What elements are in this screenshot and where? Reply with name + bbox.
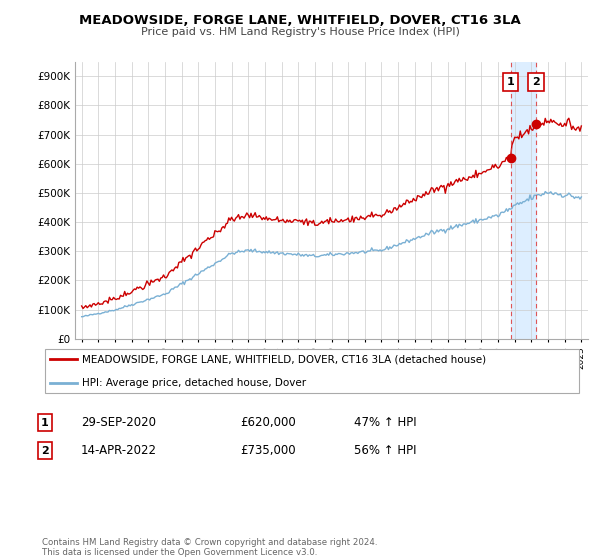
Text: HPI: Average price, detached house, Dover: HPI: Average price, detached house, Dove… [83, 378, 307, 388]
Text: 47% ↑ HPI: 47% ↑ HPI [354, 416, 416, 430]
Text: 2: 2 [41, 446, 49, 456]
Text: Price paid vs. HM Land Registry's House Price Index (HPI): Price paid vs. HM Land Registry's House … [140, 27, 460, 37]
Text: Contains HM Land Registry data © Crown copyright and database right 2024.
This d: Contains HM Land Registry data © Crown c… [42, 538, 377, 557]
Text: MEADOWSIDE, FORGE LANE, WHITFIELD, DOVER, CT16 3LA: MEADOWSIDE, FORGE LANE, WHITFIELD, DOVER… [79, 14, 521, 27]
Text: 29-SEP-2020: 29-SEP-2020 [81, 416, 156, 430]
Text: 56% ↑ HPI: 56% ↑ HPI [354, 444, 416, 458]
Text: 2: 2 [532, 77, 540, 87]
Text: 1: 1 [506, 77, 514, 87]
Text: 1: 1 [41, 418, 49, 428]
Text: £620,000: £620,000 [240, 416, 296, 430]
Bar [511, 62, 536, 339]
FancyBboxPatch shape [45, 349, 580, 393]
Text: 14-APR-2022: 14-APR-2022 [81, 444, 157, 458]
Text: MEADOWSIDE, FORGE LANE, WHITFIELD, DOVER, CT16 3LA (detached house): MEADOWSIDE, FORGE LANE, WHITFIELD, DOVER… [83, 354, 487, 364]
Text: £735,000: £735,000 [240, 444, 296, 458]
